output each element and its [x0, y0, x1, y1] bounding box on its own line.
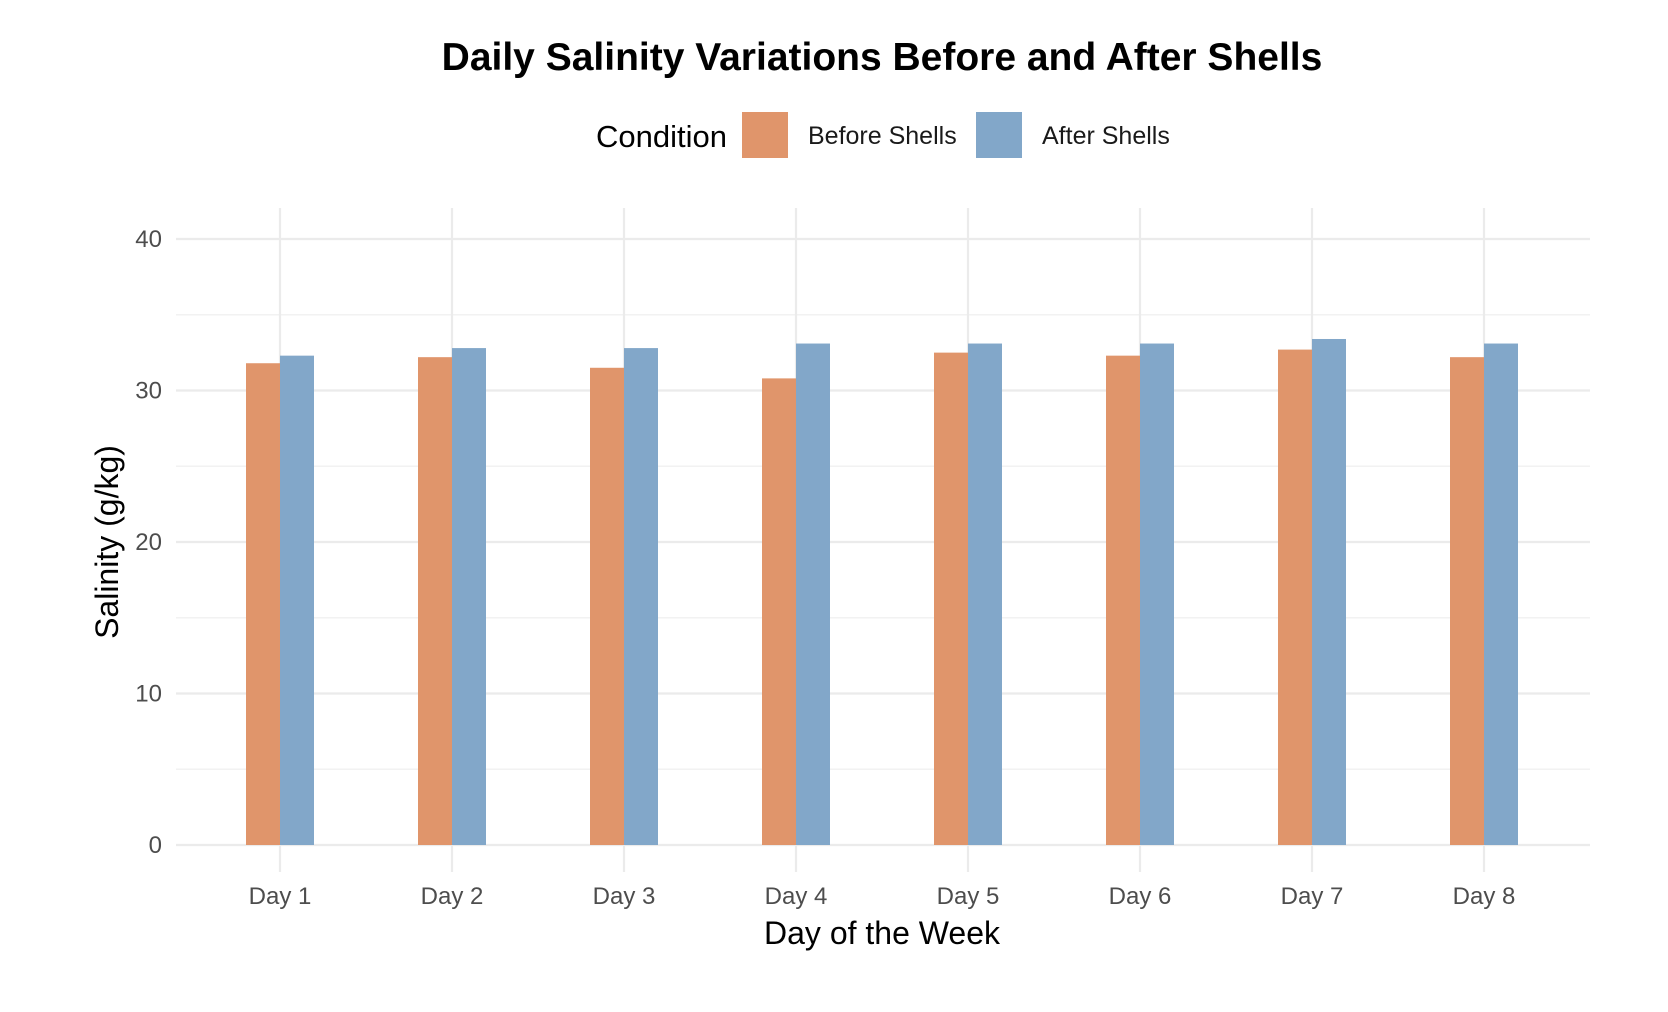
y-tick-label: 0 [149, 832, 162, 859]
bar-before-shells [418, 357, 452, 845]
bar-before-shells [1278, 349, 1312, 845]
y-axis-ticks: 0 10 20 30 40 [135, 226, 162, 859]
bar-after-shells [1484, 343, 1518, 845]
bar-before-shells [934, 352, 968, 845]
bar-before-shells [246, 363, 280, 845]
bar-after-shells [624, 348, 658, 845]
x-tick-label: Day 7 [1281, 883, 1344, 910]
x-axis-ticks: Day 1 Day 2 Day 3 Day 4 Day 5 Day 6 Day 7 Day 8 [249, 883, 1516, 910]
x-tick-label: Day 2 [421, 883, 484, 910]
legend-title: Condition [596, 119, 727, 154]
legend-key-before-shells [742, 112, 788, 158]
legend-key-after-shells [976, 112, 1022, 158]
y-tick-label: 10 [135, 681, 162, 708]
bar-after-shells [1140, 343, 1174, 845]
bar-before-shells [762, 378, 796, 845]
x-axis-title: Day of the Week [764, 915, 1001, 951]
legend: Condition Before Shells After Shells [596, 112, 1170, 158]
x-tick-label: Day 3 [593, 883, 656, 910]
x-tick-label: Day 5 [937, 883, 1000, 910]
bar-after-shells [1312, 338, 1346, 845]
bar-after-shells [280, 355, 314, 845]
y-axis-title: Salinity (g/kg) [89, 445, 125, 639]
y-tick-label: 20 [135, 529, 162, 556]
bar-after-shells [968, 343, 1002, 845]
grid-lines [176, 208, 1590, 872]
bars [246, 338, 1518, 845]
y-tick-label: 40 [135, 226, 162, 253]
legend-label-after-shells: After Shells [1042, 122, 1170, 150]
bar-before-shells [1106, 355, 1140, 845]
x-tick-label: Day 4 [765, 883, 828, 910]
bar-after-shells [452, 348, 486, 845]
x-tick-label: Day 1 [249, 883, 312, 910]
bar-after-shells [796, 343, 830, 845]
x-tick-label: Day 6 [1109, 883, 1172, 910]
legend-items: Before Shells After Shells [742, 112, 1170, 158]
y-tick-label: 30 [135, 378, 162, 405]
x-tick-label: Day 8 [1453, 883, 1516, 910]
legend-label-before-shells: Before Shells [808, 122, 957, 150]
chart-title: Daily Salinity Variations Before and Aft… [442, 36, 1323, 79]
bar-before-shells [590, 367, 624, 845]
bar-before-shells [1450, 357, 1484, 845]
